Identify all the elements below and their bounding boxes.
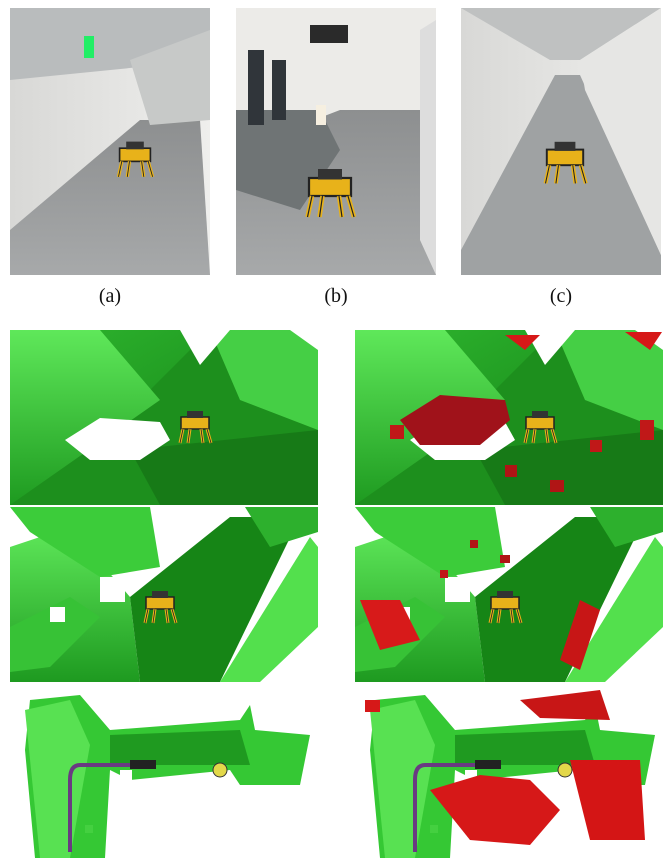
shape [316, 105, 326, 125]
photo-c [461, 8, 661, 275]
caption: (a) [99, 285, 121, 307]
shape [505, 465, 517, 477]
shape [10, 330, 318, 505]
shape [365, 700, 380, 712]
shape [420, 20, 436, 275]
render-map [10, 330, 318, 505]
render-map [10, 507, 318, 682]
caption: (c) [550, 285, 572, 307]
shape [248, 50, 264, 125]
photo-b [236, 8, 436, 275]
render-map-error [355, 330, 663, 505]
render-map-error [355, 690, 663, 858]
shape [440, 570, 448, 578]
photo-a [10, 8, 210, 275]
shape [590, 440, 602, 452]
shape [470, 540, 478, 548]
render-map [10, 690, 318, 858]
shape [390, 425, 404, 439]
caption: (b) [324, 285, 347, 307]
shape [500, 555, 510, 563]
shape [272, 60, 286, 120]
shape [310, 25, 348, 43]
shape [550, 480, 564, 492]
shape [84, 36, 94, 58]
figure: (a) (b) (c) [0, 0, 668, 861]
shape [10, 690, 318, 858]
shape [640, 420, 654, 440]
page: {"figure": {"captions": ["(a)", "(b)", "… [0, 0, 668, 861]
render-map-error [355, 507, 663, 682]
